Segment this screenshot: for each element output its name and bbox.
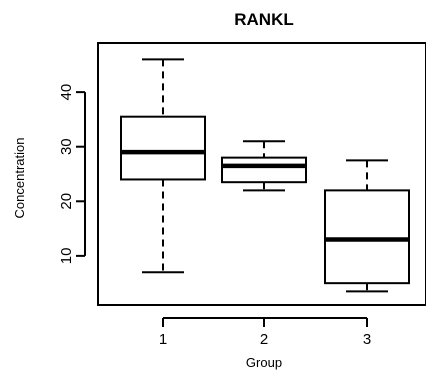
- box-group-3: [324, 159, 410, 293]
- y-tick-label: 40: [58, 84, 75, 101]
- x-tick-label: 3: [363, 331, 371, 348]
- y-axis-label: Concentration: [12, 138, 27, 219]
- y-axis: 10 20 30 40: [58, 84, 86, 265]
- box-group-1: [120, 58, 206, 274]
- y-tick-label: 10: [58, 248, 75, 265]
- x-tick-label: 1: [159, 331, 167, 348]
- chart-title: RANKL: [234, 10, 294, 29]
- boxes: [120, 58, 410, 293]
- iqr-box: [221, 156, 307, 184]
- y-tick-label: 30: [58, 138, 75, 155]
- x-tick-label: 2: [260, 331, 268, 348]
- box-group-2: [221, 140, 307, 192]
- iqr-box: [324, 189, 410, 285]
- iqr-box: [120, 115, 206, 181]
- plot-frame: [97, 42, 426, 306]
- x-axis-label: Group: [246, 355, 282, 370]
- y-tick-label: 20: [58, 193, 75, 210]
- x-axis: 1 2 3: [159, 317, 371, 348]
